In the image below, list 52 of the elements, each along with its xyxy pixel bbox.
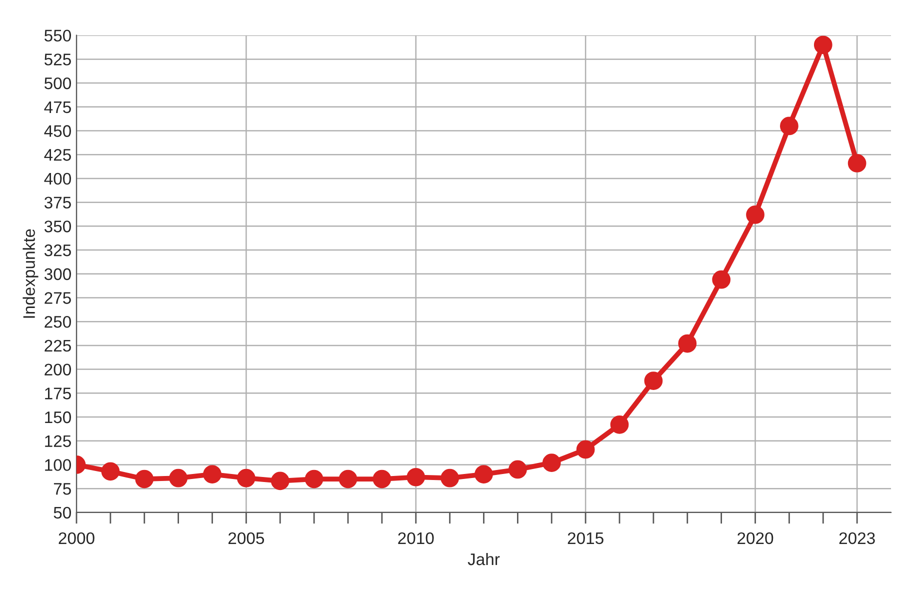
- y-tick-label: 375: [44, 196, 71, 209]
- point: [610, 415, 629, 434]
- y-tick-label: 400: [44, 172, 71, 185]
- point: [814, 36, 832, 54]
- point: [474, 465, 493, 484]
- x-tick-label: 2010: [398, 532, 434, 544]
- point: [203, 465, 222, 484]
- point: [508, 460, 527, 479]
- y-tick-label: 275: [44, 292, 71, 304]
- y-tick-label: 425: [44, 149, 71, 161]
- point: [237, 468, 256, 488]
- point: [678, 334, 697, 353]
- y-tick-label: 550: [44, 30, 71, 42]
- x-tick-label: 2020: [738, 532, 774, 544]
- y-tick-label: 125: [45, 435, 71, 448]
- point: [746, 206, 764, 224]
- y-tick-label: 500: [44, 77, 71, 90]
- x-tick-label: 2005: [228, 532, 264, 544]
- point: [169, 468, 188, 488]
- y-tick-label: 200: [44, 364, 71, 376]
- point: [542, 454, 561, 472]
- x-tick-label: 2000: [58, 532, 94, 544]
- point: [848, 154, 866, 172]
- y-tick-label: 525: [44, 54, 71, 66]
- y-tick-label: 175: [45, 388, 71, 400]
- point: [270, 472, 290, 490]
- y-tick-label: 225: [44, 340, 71, 352]
- point: [135, 470, 154, 488]
- y-tick-label: 450: [44, 125, 71, 137]
- y-tick-label: 150: [45, 411, 71, 424]
- y-tick-label: 300: [44, 268, 71, 280]
- point: [780, 116, 798, 136]
- y-tick-label: 475: [44, 101, 71, 114]
- point: [440, 468, 459, 488]
- point: [712, 270, 730, 289]
- point: [372, 470, 392, 488]
- y-tick-label: 325: [44, 244, 71, 256]
- y-tick-label: 75: [54, 483, 71, 495]
- x-axis-title: Jahr: [468, 552, 500, 566]
- point: [644, 372, 663, 390]
- point: [304, 470, 324, 488]
- y-tick-label: 350: [44, 220, 71, 232]
- y-axis-title: Indexpunkte: [22, 229, 38, 318]
- point: [101, 462, 120, 481]
- x-tick-label: 2015: [568, 532, 604, 544]
- point: [406, 468, 426, 486]
- y-tick-label: 50: [54, 506, 71, 519]
- y-tick-label: 250: [44, 316, 71, 328]
- y-tick-label: 100: [45, 459, 71, 471]
- point: [338, 470, 358, 488]
- point: [576, 440, 595, 459]
- x-tick-label: 2023: [839, 532, 875, 544]
